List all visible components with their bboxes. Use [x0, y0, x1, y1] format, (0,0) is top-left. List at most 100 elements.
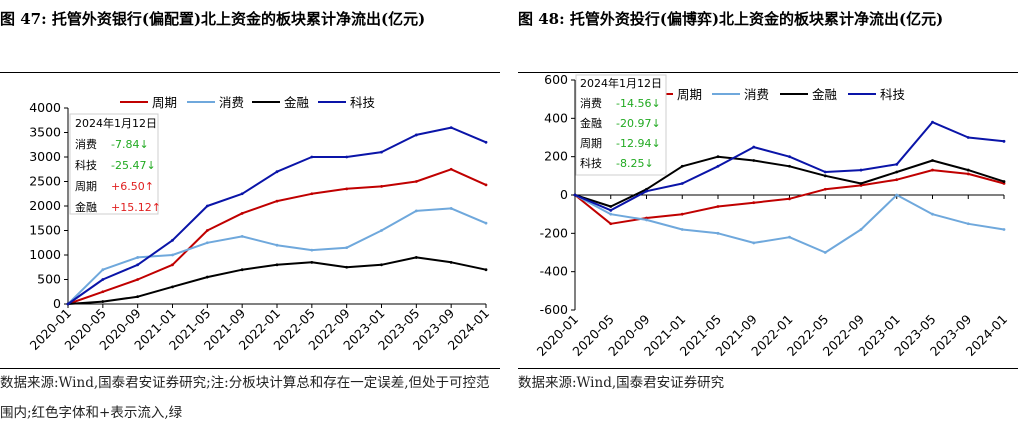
series-point: [609, 208, 613, 212]
series-point: [1002, 182, 1006, 185]
info-box-date: 2024年1月12日: [580, 76, 662, 90]
series-point: [966, 172, 970, 176]
series-point: [788, 164, 791, 168]
series-point: [645, 189, 648, 193]
series-point: [380, 185, 383, 188]
series-point: [823, 174, 827, 178]
y-tick-label: -600: [540, 302, 568, 317]
info-box-row-name: 金融: [580, 116, 602, 130]
y-tick-label: 3500: [29, 125, 61, 140]
y-tick-label: 1500: [29, 223, 61, 238]
y-tick-label: 3000: [29, 149, 61, 164]
series-point: [414, 209, 418, 213]
y-tick-label: -200: [540, 225, 568, 240]
series-point: [205, 229, 209, 232]
series-point: [931, 159, 934, 162]
series-point: [609, 222, 613, 226]
info-box-row-value: -20.97↓: [616, 117, 661, 130]
series-point: [823, 251, 827, 254]
series-point: [310, 192, 314, 196]
legend: 周期 消费 金融 科技: [120, 95, 376, 110]
series-point: [205, 204, 209, 208]
series-point: [275, 243, 279, 247]
series-point: [380, 263, 383, 267]
y-tick-label: 400: [544, 110, 568, 125]
series-point: [823, 187, 827, 191]
series-point: [240, 211, 244, 215]
series-point: [101, 268, 105, 272]
y-tick-label: 600: [544, 72, 568, 87]
info-box-frame: [575, 74, 667, 176]
info-box: 2024年1月12日 消费 -14.56↓ 金融 -20.97↓ 周期 -12.…: [575, 74, 667, 176]
series-point: [716, 205, 720, 208]
series-point: [788, 235, 791, 239]
legend: 周期 消费 金融 科技: [645, 87, 906, 102]
info-box-row-value: +15.12↑: [111, 201, 161, 214]
series-point: [205, 275, 209, 279]
y-tick-label: -400: [540, 264, 568, 279]
series-point: [752, 201, 756, 205]
series-point: [136, 295, 140, 299]
series-point: [310, 260, 314, 264]
legend-label: 金融: [812, 87, 838, 102]
chart-panel-right: 图 48: 托管外资投行(偏博弈)北上资金的板块累计净流出(亿元) -600 -4…: [518, 0, 1021, 429]
series-point: [716, 155, 720, 159]
series-point: [449, 260, 453, 264]
series-line-消费: [574, 194, 1005, 254]
series-point: [966, 136, 970, 139]
info-box-row-name: 消费: [75, 137, 97, 151]
y-tick-label: 200: [544, 149, 568, 164]
series-point: [788, 155, 791, 159]
series-point: [310, 248, 314, 252]
series-point: [752, 241, 756, 245]
series-point: [380, 229, 383, 232]
source-note: 数据来源:Wind,国泰君安证券研究: [518, 375, 725, 391]
series-point: [380, 150, 383, 154]
series-point: [966, 222, 970, 226]
series-point: [895, 162, 899, 166]
series-point: [716, 231, 720, 235]
series-point: [716, 164, 720, 168]
series-point: [680, 212, 684, 216]
series-point: [645, 216, 648, 220]
series-point: [752, 159, 756, 162]
series-point: [895, 193, 899, 197]
series-point: [171, 263, 174, 267]
info-box-row-name: 消费: [580, 96, 602, 110]
series-point: [484, 183, 488, 187]
series-point: [931, 212, 934, 216]
series-point: [345, 155, 349, 159]
y-tick-label: 2500: [29, 174, 61, 189]
series-point: [859, 184, 863, 187]
legend-label: 消费: [744, 87, 769, 102]
series-point: [345, 246, 349, 250]
series-point: [240, 268, 244, 272]
series-point: [414, 180, 418, 183]
chart-panel-left: 图 47: 托管外资银行(偏配置)北上资金的板块累计净流出(亿元) 0 500 10…: [0, 0, 503, 429]
figure-title: 图 47: 托管外资银行(偏配置)北上资金的板块累计净流出(亿元): [0, 10, 426, 28]
source-note: 数据来源:Wind,国泰君安证券研究;注:分板块计算总和存在一定误差,但处于可控…: [0, 375, 490, 421]
series-point: [1002, 180, 1006, 183]
series-point: [645, 187, 648, 191]
series-point: [484, 140, 488, 144]
series-point: [171, 238, 174, 242]
info-box-row-value: -8.25↓: [616, 157, 654, 170]
info-box-row-value: +6.50↑: [111, 180, 154, 193]
legend-label: 消费: [219, 95, 244, 110]
series-point: [66, 302, 70, 306]
series-point: [101, 278, 105, 281]
series-point: [275, 170, 279, 174]
y-tick-label: 0: [560, 187, 568, 202]
title-rule: [0, 72, 500, 73]
series-point: [823, 170, 827, 174]
line-chart-right: -600-400-20002004006002020-012020-052020…: [534, 72, 1011, 359]
series-point: [136, 278, 140, 281]
series-point: [788, 197, 791, 201]
series-point: [205, 241, 209, 245]
info-box-date: 2024年1月12日: [75, 116, 157, 130]
series-line-消费: [67, 207, 487, 305]
series-point: [414, 256, 418, 259]
info-box-row-name: 科技: [580, 156, 602, 170]
series-point: [101, 290, 105, 294]
info-box-row-value: -14.56↓: [616, 97, 661, 110]
